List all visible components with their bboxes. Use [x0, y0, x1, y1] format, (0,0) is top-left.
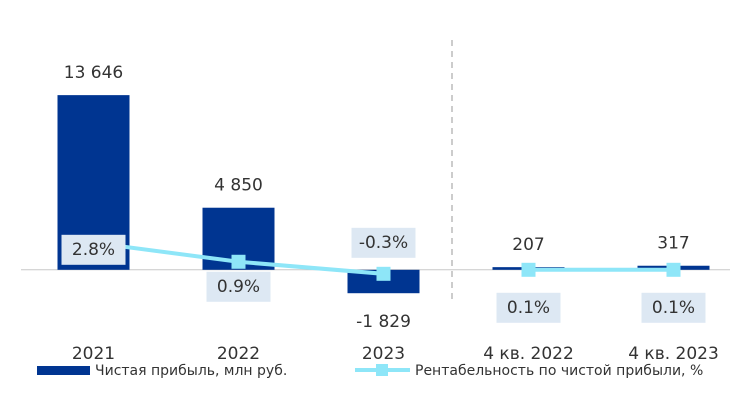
line-value-label: 0.1%: [652, 298, 695, 318]
bar-value-label: -1 829: [356, 312, 411, 332]
legend-swatch: [37, 366, 90, 375]
line-marker: [231, 254, 246, 269]
line-value-label: 2.8%: [72, 240, 115, 260]
line-marker: [666, 262, 681, 277]
x-tick-label: 4 кв. 2022: [483, 344, 574, 364]
x-tick-label: 4 кв. 2023: [628, 344, 719, 364]
line-marker: [521, 262, 536, 277]
line-label-box: [496, 292, 561, 323]
line-label-box: [61, 234, 126, 265]
x-tick-label: 2022: [217, 344, 260, 364]
line-value-label: 0.1%: [507, 298, 550, 318]
line-label-box: [351, 227, 416, 258]
legend-label: Чистая прибыль, млн руб.: [95, 363, 287, 379]
bar-value-label: 207: [512, 235, 544, 255]
line-marker: [376, 266, 391, 281]
line-label-box: [641, 292, 706, 323]
line-value-label: 0.9%: [217, 277, 260, 297]
x-tick-label: 2021: [72, 344, 115, 364]
line-label-box: [206, 271, 271, 302]
bar-value-label: 317: [657, 234, 689, 254]
legend-marker: [376, 364, 388, 376]
bar-value-label: 13 646: [64, 63, 123, 83]
legend-label: Рентабельность по чистой прибыли, %: [415, 363, 703, 379]
x-tick-label: 2023: [362, 344, 405, 364]
bar-value-label: 4 850: [214, 176, 263, 196]
line-value-label: -0.3%: [359, 233, 408, 253]
bar: [347, 269, 420, 294]
